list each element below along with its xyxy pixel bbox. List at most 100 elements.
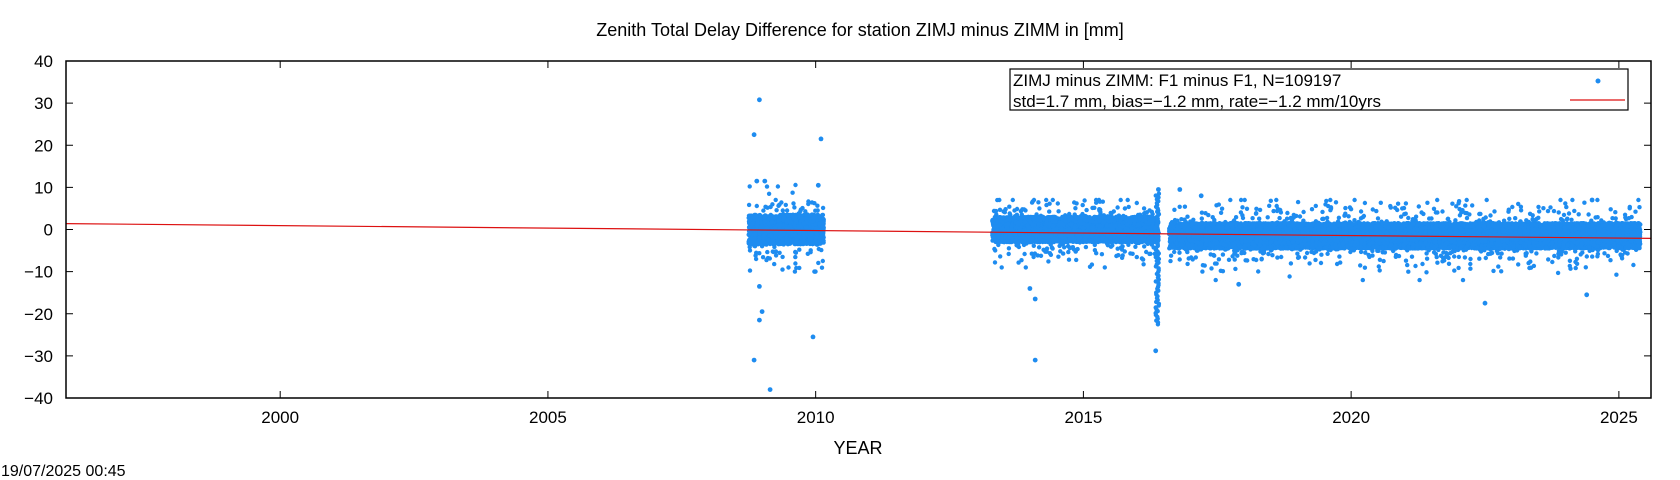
data-point <box>1050 197 1056 203</box>
data-point <box>747 184 752 189</box>
data-point <box>783 202 788 208</box>
data-point <box>764 184 770 189</box>
data-point <box>813 208 818 213</box>
data-point <box>781 216 787 221</box>
data-point <box>1021 207 1027 212</box>
data-point <box>757 236 762 241</box>
data-point <box>1094 251 1099 256</box>
data-point <box>760 255 766 260</box>
data-point <box>797 247 802 252</box>
data-point <box>816 260 821 266</box>
data-point <box>761 233 767 238</box>
data-point <box>778 240 783 245</box>
data-point <box>819 265 825 270</box>
chart-title: Zenith Total Delay Difference for statio… <box>596 20 1124 40</box>
data-point <box>791 201 796 206</box>
data-point <box>753 253 758 258</box>
data-point <box>1038 253 1044 258</box>
data-point <box>998 254 1003 259</box>
data-point <box>807 213 813 218</box>
data-point <box>793 261 798 266</box>
data-point <box>767 256 772 261</box>
data-point <box>815 203 820 208</box>
data-point <box>747 268 753 273</box>
data-point <box>1074 257 1079 263</box>
data-point <box>1141 206 1147 211</box>
data-point <box>1098 207 1103 212</box>
data-point <box>774 230 779 235</box>
scatter-segment-0 <box>746 182 826 274</box>
data-point <box>1066 249 1071 255</box>
data-point <box>784 208 790 213</box>
data-point <box>774 208 779 213</box>
data-point <box>1115 205 1120 210</box>
data-point <box>793 233 798 238</box>
data-point <box>1010 197 1015 203</box>
data-point <box>776 218 781 223</box>
data-point <box>1036 245 1042 250</box>
data-point <box>1066 257 1072 262</box>
data-point <box>1084 207 1089 213</box>
data-point <box>791 240 797 245</box>
data-point <box>749 221 755 227</box>
data-point <box>821 229 826 234</box>
data-point <box>772 261 777 267</box>
data-point <box>787 237 792 243</box>
data-point <box>748 214 753 220</box>
data-point <box>1105 243 1111 248</box>
data-point <box>1126 204 1131 210</box>
data-point <box>780 254 785 260</box>
data-point <box>780 267 785 272</box>
data-point <box>787 219 793 224</box>
data-point <box>803 209 808 214</box>
data-point <box>785 242 791 247</box>
data-point <box>753 232 758 237</box>
data-point <box>1016 260 1021 265</box>
data-point <box>1055 201 1061 206</box>
data-point <box>790 214 795 219</box>
data-point <box>792 269 798 274</box>
data-point <box>769 220 774 225</box>
data-point <box>793 250 799 255</box>
data-point <box>770 238 776 243</box>
data-point <box>773 253 779 258</box>
data-layer <box>65 97 1652 392</box>
data-point <box>752 236 757 242</box>
data-point <box>812 269 818 274</box>
data-point <box>770 202 775 207</box>
data-point <box>1119 255 1125 260</box>
data-point <box>772 244 777 250</box>
data-point <box>1044 197 1049 203</box>
data-point <box>1134 254 1140 260</box>
data-point <box>816 246 821 252</box>
data-point <box>748 240 753 245</box>
data-point <box>821 238 826 243</box>
data-point <box>792 205 797 210</box>
data-point <box>1007 211 1012 216</box>
data-point <box>796 224 802 229</box>
data-point <box>772 215 777 220</box>
data-point <box>1141 262 1146 267</box>
data-point <box>775 184 781 189</box>
data-point <box>1142 244 1147 249</box>
data-point <box>777 250 782 255</box>
data-point <box>746 202 752 208</box>
data-point <box>803 225 809 230</box>
data-point <box>792 223 797 229</box>
data-point <box>765 205 770 210</box>
data-point <box>1044 202 1049 208</box>
data-point <box>777 202 782 207</box>
data-point <box>817 221 822 226</box>
data-point <box>808 248 813 253</box>
data-point <box>765 249 770 255</box>
data-point <box>808 240 813 245</box>
data-point <box>1056 254 1061 259</box>
data-point <box>800 205 805 211</box>
data-point <box>820 205 826 211</box>
data-point <box>1006 246 1012 251</box>
data-point <box>766 237 771 243</box>
data-point <box>820 233 826 238</box>
data-point <box>754 203 759 209</box>
data-point <box>803 216 809 221</box>
